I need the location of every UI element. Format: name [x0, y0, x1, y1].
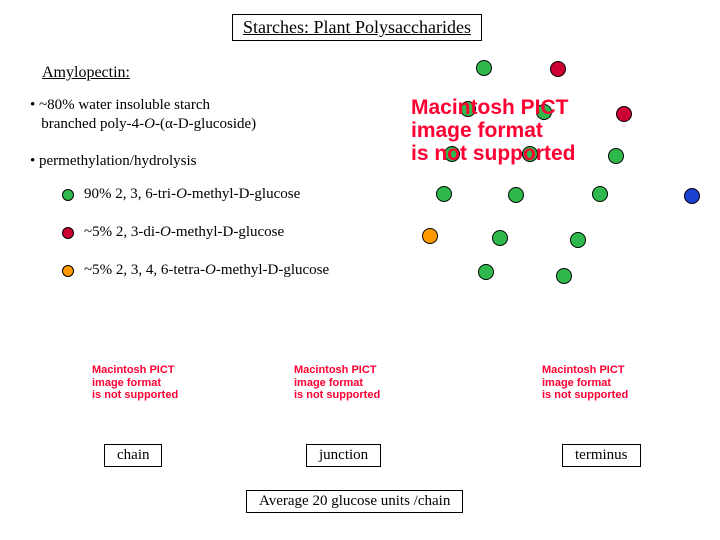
scatter-dot — [556, 268, 572, 284]
legend-tetra-dot — [62, 265, 74, 277]
label-junction: junction — [306, 444, 381, 467]
monomer-scatter — [400, 60, 700, 275]
scatter-dot — [570, 232, 586, 248]
pict-placeholder-terminus: Macintosh PICT image format is not suppo… — [542, 364, 628, 402]
scatter-dot — [550, 61, 566, 77]
label-terminus: terminus — [562, 444, 641, 467]
bullet1-line2: branched poly-4-O-(α-D-glucoside) — [30, 116, 256, 132]
page-title: Starches: Plant Polysaccharides — [232, 14, 482, 41]
scatter-dot — [492, 230, 508, 246]
title-text: Starches: Plant Polysaccharides — [243, 17, 471, 37]
scatter-dot — [422, 228, 438, 244]
subtitle-amylopectin: Amylopectin: — [42, 64, 130, 82]
legend-tetra: ~5% 2, 3, 4, 6-tetra-O-methyl-D-glucose — [62, 262, 329, 279]
scatter-dot — [476, 60, 492, 76]
legend-tri: 90% 2, 3, 6-tri-O-methyl-D-glucose — [62, 186, 300, 203]
scatter-dot — [592, 186, 608, 202]
legend-tri-dot — [62, 189, 74, 201]
legend-di-text: ~5% 2, 3-di-O-methyl-D-glucose — [84, 224, 284, 241]
scatter-dot — [508, 187, 524, 203]
legend-di-dot — [62, 227, 74, 239]
legend-di: ~5% 2, 3-di-O-methyl-D-glucose — [62, 224, 284, 241]
pict-placeholder-chain: Macintosh PICT image format is not suppo… — [92, 364, 178, 402]
label-chain: chain — [104, 444, 162, 467]
scatter-dot — [436, 186, 452, 202]
scatter-dot — [616, 106, 632, 122]
scatter-dot — [608, 148, 624, 164]
pict-placeholder-junction: Macintosh PICT image format is not suppo… — [294, 364, 380, 402]
bullet1-line1: • ~80% water insoluble starch — [30, 97, 210, 113]
pict-placeholder-main: Macintosh PICT image format is not suppo… — [411, 96, 576, 165]
legend-tri-text: 90% 2, 3, 6-tri-O-methyl-D-glucose — [84, 186, 300, 203]
bullet-permethylation: • permethylation/hydrolysis — [30, 152, 196, 171]
scatter-dot — [684, 188, 700, 204]
bullet-water-insoluble: • ~80% water insoluble starch branched p… — [30, 96, 256, 134]
legend-tetra-text: ~5% 2, 3, 4, 6-tetra-O-methyl-D-glucose — [84, 262, 329, 279]
scatter-dot — [478, 264, 494, 280]
label-average: Average 20 glucose units /chain — [246, 490, 463, 513]
